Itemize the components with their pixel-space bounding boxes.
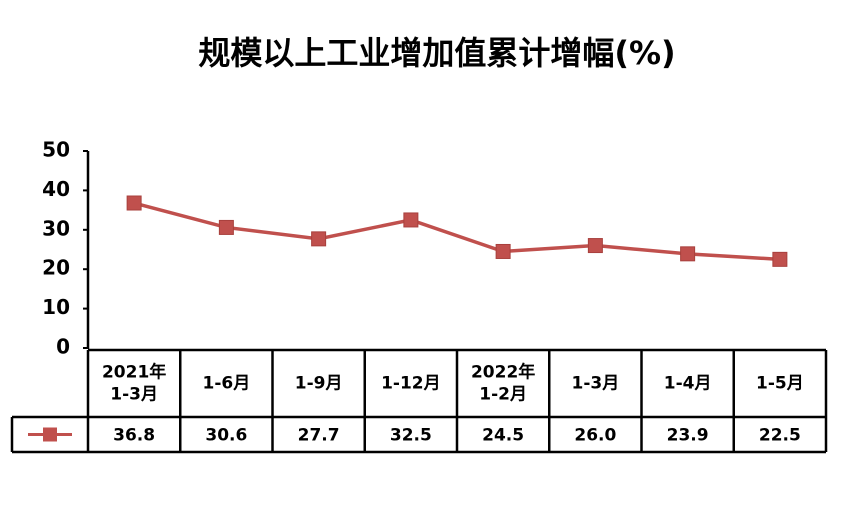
y-tick-label: 40: [42, 177, 70, 201]
y-tick-label: 10: [42, 295, 70, 319]
legend-marker: [43, 427, 57, 442]
line: [133, 201, 780, 262]
marker: [680, 246, 696, 262]
marker: [218, 219, 234, 235]
table-value: 26.0: [574, 426, 616, 446]
x-tick-label: 2022年: [471, 362, 535, 383]
table-value: 22.5: [759, 426, 801, 446]
x-tick-label: 1-4月: [664, 374, 712, 394]
x-tick-label: 1-2月: [479, 385, 527, 405]
y-tick-label: 20: [42, 256, 70, 280]
x-tick-label: 2021年: [102, 362, 166, 383]
table-value: 30.6: [205, 426, 247, 446]
marker: [772, 251, 788, 267]
x-tick-label: 1-3月: [110, 385, 158, 405]
table-value: 23.9: [667, 426, 709, 446]
table-value: 32.5: [390, 426, 432, 446]
chart-title: 规模以上工业增加值累计增幅(%): [198, 34, 675, 72]
x-tick-label: 1-12月: [381, 374, 441, 394]
marker: [311, 231, 327, 247]
marker: [495, 243, 511, 259]
marker: [403, 212, 419, 228]
y-tick-label: 50: [42, 138, 70, 162]
table-value: 36.8: [113, 426, 155, 446]
marker: [126, 195, 142, 211]
x-tick-label: 1-9月: [295, 374, 343, 394]
x-tick-label: 1-5月: [756, 374, 804, 394]
table-value: 27.7: [298, 426, 340, 446]
marker: [587, 238, 603, 254]
table-value: 24.5: [482, 426, 524, 446]
x-tick-label: 1-3月: [572, 374, 620, 394]
y-tick-label: 0: [56, 335, 70, 359]
y-tick-label: 30: [42, 216, 70, 240]
x-tick-label: 1-6月: [203, 374, 251, 394]
